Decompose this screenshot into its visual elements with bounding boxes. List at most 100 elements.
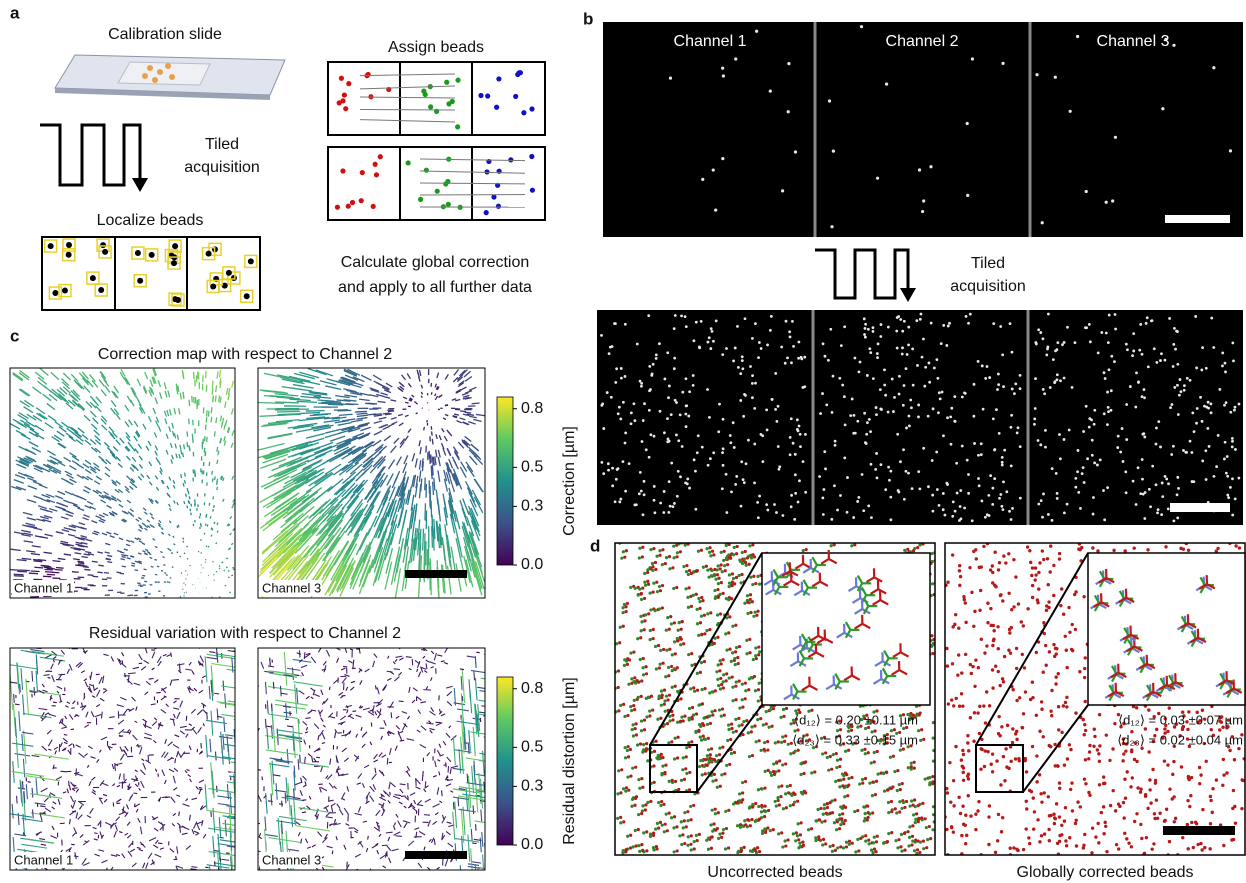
vector (47, 403, 55, 409)
residual (455, 801, 457, 828)
bead-spot (942, 492, 945, 495)
bead (899, 788, 902, 791)
residual (210, 865, 212, 883)
bead-spot (787, 62, 790, 65)
residual (166, 704, 169, 707)
vector (219, 396, 220, 402)
residual (333, 680, 338, 684)
vector (130, 400, 134, 406)
bead (735, 646, 738, 649)
bead-spot (1178, 394, 1181, 397)
bead-spot (1121, 427, 1124, 430)
residual (433, 804, 440, 808)
bead-spot (959, 505, 962, 508)
bead-spot (980, 453, 983, 456)
vector (138, 517, 141, 519)
vector (325, 433, 341, 438)
bead (664, 823, 667, 826)
vector (296, 428, 316, 432)
bead (734, 650, 737, 653)
residual (301, 839, 302, 844)
bead (619, 626, 622, 629)
bead (149, 252, 155, 258)
vector (93, 463, 99, 467)
bead-spot (1119, 451, 1122, 454)
vector (224, 424, 225, 429)
bead-spot (684, 413, 687, 416)
vector (308, 369, 326, 375)
bead (371, 204, 376, 209)
bead (731, 675, 734, 678)
vector (211, 417, 212, 423)
bead-spot (798, 425, 801, 428)
residual (67, 789, 68, 793)
bead-spot (880, 408, 883, 411)
bead-spot (761, 434, 764, 437)
bead-spot (965, 315, 968, 318)
bead-spot (1034, 407, 1037, 410)
bead-spot (1141, 353, 1144, 356)
residual (301, 665, 307, 667)
bead (643, 597, 646, 600)
vector (425, 478, 426, 491)
residual (429, 839, 431, 841)
bead-spot (1034, 377, 1037, 380)
tiling-path (40, 125, 140, 185)
scale-bar (1170, 503, 1230, 512)
bead-spot (1034, 341, 1037, 344)
residual (53, 702, 57, 703)
vector (131, 565, 135, 566)
bead (677, 788, 680, 791)
bead (730, 597, 733, 600)
bead (913, 767, 916, 770)
vector (126, 544, 130, 545)
bead-spot (643, 480, 646, 483)
vector (189, 496, 190, 499)
bead-spot (1066, 326, 1069, 329)
bead (660, 704, 663, 707)
bead-spot (1189, 379, 1192, 382)
bead-spot (1234, 497, 1237, 500)
vector (96, 516, 102, 518)
bead (360, 170, 365, 175)
vector (454, 369, 459, 375)
bead-spot (958, 519, 961, 522)
bead-spot (825, 403, 828, 406)
bead (920, 816, 923, 819)
vector (114, 533, 119, 535)
vector (126, 476, 130, 480)
bead (700, 549, 703, 552)
bead (340, 168, 345, 173)
bead-spot (1161, 495, 1164, 498)
bead-spot (1059, 379, 1062, 382)
vector (232, 567, 234, 568)
vector (143, 508, 146, 511)
residual (396, 814, 398, 817)
bead (359, 198, 364, 203)
vector (438, 470, 440, 481)
vector (172, 423, 173, 429)
residual (60, 695, 61, 701)
vector (76, 544, 83, 545)
residual (275, 700, 308, 705)
bead-spot (922, 447, 925, 450)
vector (164, 411, 166, 417)
vector (135, 570, 138, 571)
residual (134, 683, 141, 685)
bead-spot (781, 514, 784, 517)
vector (231, 443, 233, 448)
bead (732, 802, 735, 805)
bead (730, 660, 733, 663)
residual (388, 837, 390, 841)
residual (203, 834, 206, 838)
bead-spot (1172, 44, 1175, 47)
bead-spot (1238, 403, 1241, 406)
bead (751, 553, 754, 556)
bead-spot (864, 323, 867, 326)
vector (434, 478, 435, 491)
bead (839, 823, 842, 826)
residual (395, 746, 397, 751)
residual (389, 782, 390, 789)
residual (83, 863, 89, 866)
bead (911, 824, 914, 827)
